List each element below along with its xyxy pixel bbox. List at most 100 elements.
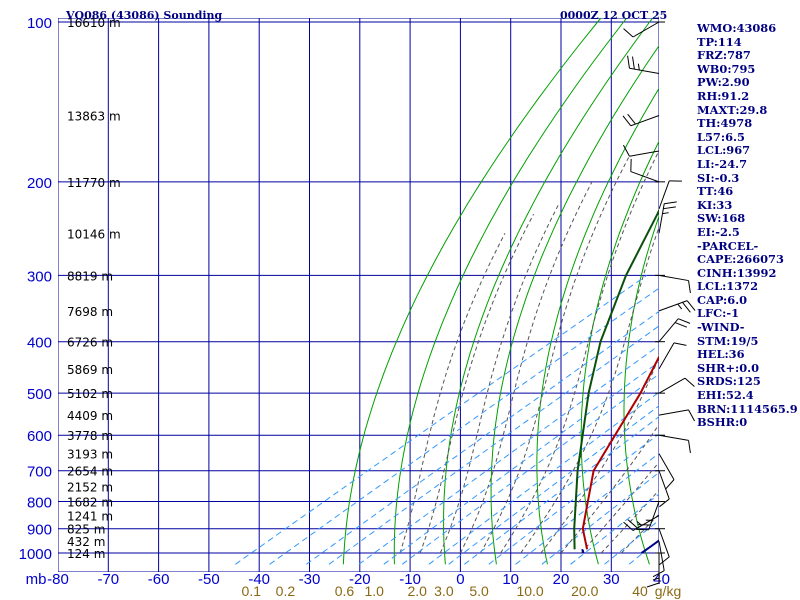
height-label: 4409 m — [67, 409, 113, 423]
temperature-tick-label: -40 — [248, 571, 270, 588]
index-row: WMO:43086 — [697, 21, 777, 35]
mixing-ratio-line — [269, 287, 659, 565]
wind-barb-flag — [688, 440, 691, 453]
mixing-ratio-label: 0.1 — [242, 583, 262, 599]
temperature-tick-label: -50 — [198, 571, 220, 588]
wind-barb-flag — [646, 582, 660, 588]
wind-barb-half-flag — [652, 577, 660, 581]
wind-barb-flag — [659, 498, 670, 508]
wind-barb-flag — [622, 115, 632, 127]
height-label: 16610 m — [67, 16, 121, 30]
parcel-line — [581, 548, 585, 554]
index-row: -WIND- — [697, 320, 745, 335]
wind-barb — [658, 377, 695, 394]
mixing-ratio-lines — [235, 274, 659, 565]
index-row: STM:19/5 — [697, 333, 759, 348]
index-row: EHI:52.4 — [697, 388, 754, 403]
chart-title: VQ086 (43086) Sounding — [66, 9, 223, 22]
index-row: EI:-2.5 — [697, 224, 740, 239]
height-label: 124 m — [67, 547, 105, 561]
index-row: SW:168 — [697, 211, 746, 226]
wind-barb — [658, 201, 677, 234]
wind-barb-flag — [665, 479, 675, 490]
wind-barbs — [622, 21, 696, 588]
dry-adiabat — [580, 140, 659, 565]
mixing-ratio-label: 5.0 — [469, 583, 489, 599]
wind-barb — [623, 21, 660, 38]
moist-adiabat — [439, 203, 560, 554]
mixing-ratio-label: 0.6 — [335, 583, 355, 599]
plot-frame — [58, 18, 659, 572]
mixing-ratio-label: 20.0 — [571, 583, 598, 599]
dry-adiabat — [490, 44, 659, 565]
chart-datetime: 0000Z 12 OCT 25 — [560, 9, 668, 22]
wind-barb-flag — [623, 521, 634, 531]
wind-barb — [658, 180, 682, 210]
wind-barb-staff — [658, 274, 689, 282]
height-label: 432 m — [67, 535, 105, 549]
wind-barb-staff — [658, 409, 689, 416]
moist-adiabat — [399, 233, 506, 554]
indices-panel: WMO:43086 TP:114 FRZ:787 WB0:795 PW:2.90 RH:9… — [697, 21, 800, 430]
height-label: 7698 m — [67, 305, 113, 319]
index-row: SRDS:125 — [697, 374, 761, 389]
height-label: 5102 m — [67, 387, 113, 401]
wind-barb-staff — [658, 434, 689, 441]
mixing-ratio-label: 2.0 — [407, 583, 427, 599]
moist-adiabat — [520, 225, 659, 554]
mixing-ratio-line — [306, 310, 659, 565]
index-row: RH:91.2 — [697, 88, 750, 103]
mixing-ratio-unit-label: g/kg — [655, 583, 681, 599]
index-row: CAP:6.0 — [697, 292, 748, 307]
moist-adiabats — [399, 149, 659, 554]
height-labels: 16610 m 13863 m 11770 m 10146 m 8819 m 7698 m… — [67, 16, 121, 561]
temperature-tick-label: -30 — [299, 571, 321, 588]
wind-barb-flag — [663, 206, 676, 210]
pressure-tick-label: 900 — [27, 522, 52, 539]
height-label: 13863 m — [67, 110, 121, 124]
wind-barb — [646, 553, 660, 588]
dry-adiabat — [342, 18, 602, 565]
index-row: TH:4978 — [697, 116, 753, 131]
mixing-ratio-line — [401, 373, 659, 565]
wind-barb-half-flag — [662, 212, 669, 215]
index-row: TT:46 — [697, 184, 734, 199]
wind-barb-flag — [688, 280, 691, 294]
wind-barb — [658, 274, 691, 294]
wind-barb — [658, 318, 691, 343]
index-row: KI:33 — [697, 197, 733, 212]
moist-adiabat — [480, 157, 630, 554]
height-label: 1682 m — [67, 496, 113, 510]
index-row: SHR+:0.0 — [697, 360, 760, 375]
mixing-ratio-line — [383, 361, 659, 565]
pressure-tick-label: 400 — [27, 335, 52, 352]
index-row: LI:-24.7 — [697, 156, 748, 171]
dry-adiabat — [623, 214, 659, 565]
wind-barb-half-flag — [636, 520, 643, 526]
wind-barb — [658, 300, 696, 313]
temperature-tick-label: 30 — [603, 571, 620, 588]
pressure-tick-label: 800 — [27, 495, 52, 512]
height-label: 8819 m — [67, 269, 113, 283]
grid — [58, 18, 659, 572]
wind-barb — [658, 409, 696, 422]
mixing-ratio-label: 3.0 — [434, 583, 454, 599]
wind-barb — [622, 113, 660, 127]
wind-barb-staff — [632, 21, 660, 38]
pressure-tick-label: 200 — [27, 175, 52, 192]
wind-barb-flag — [674, 322, 688, 328]
mixing-ratio-line — [358, 344, 659, 565]
index-row: -PARCEL- — [697, 238, 759, 253]
wind-barb-flag — [623, 28, 634, 38]
wind-barb-flag — [664, 201, 677, 205]
wind-barb-staff — [658, 377, 686, 394]
temperature-tick-label: -60 — [148, 571, 170, 588]
pressure-tick-label: 100 — [27, 15, 52, 32]
wind-barb — [658, 470, 670, 508]
index-row: LCL:1372 — [697, 279, 758, 294]
pressure-unit-label: mb — [26, 571, 47, 588]
height-label: 6726 m — [67, 336, 113, 350]
index-row: CAPE:266073 — [697, 252, 784, 267]
